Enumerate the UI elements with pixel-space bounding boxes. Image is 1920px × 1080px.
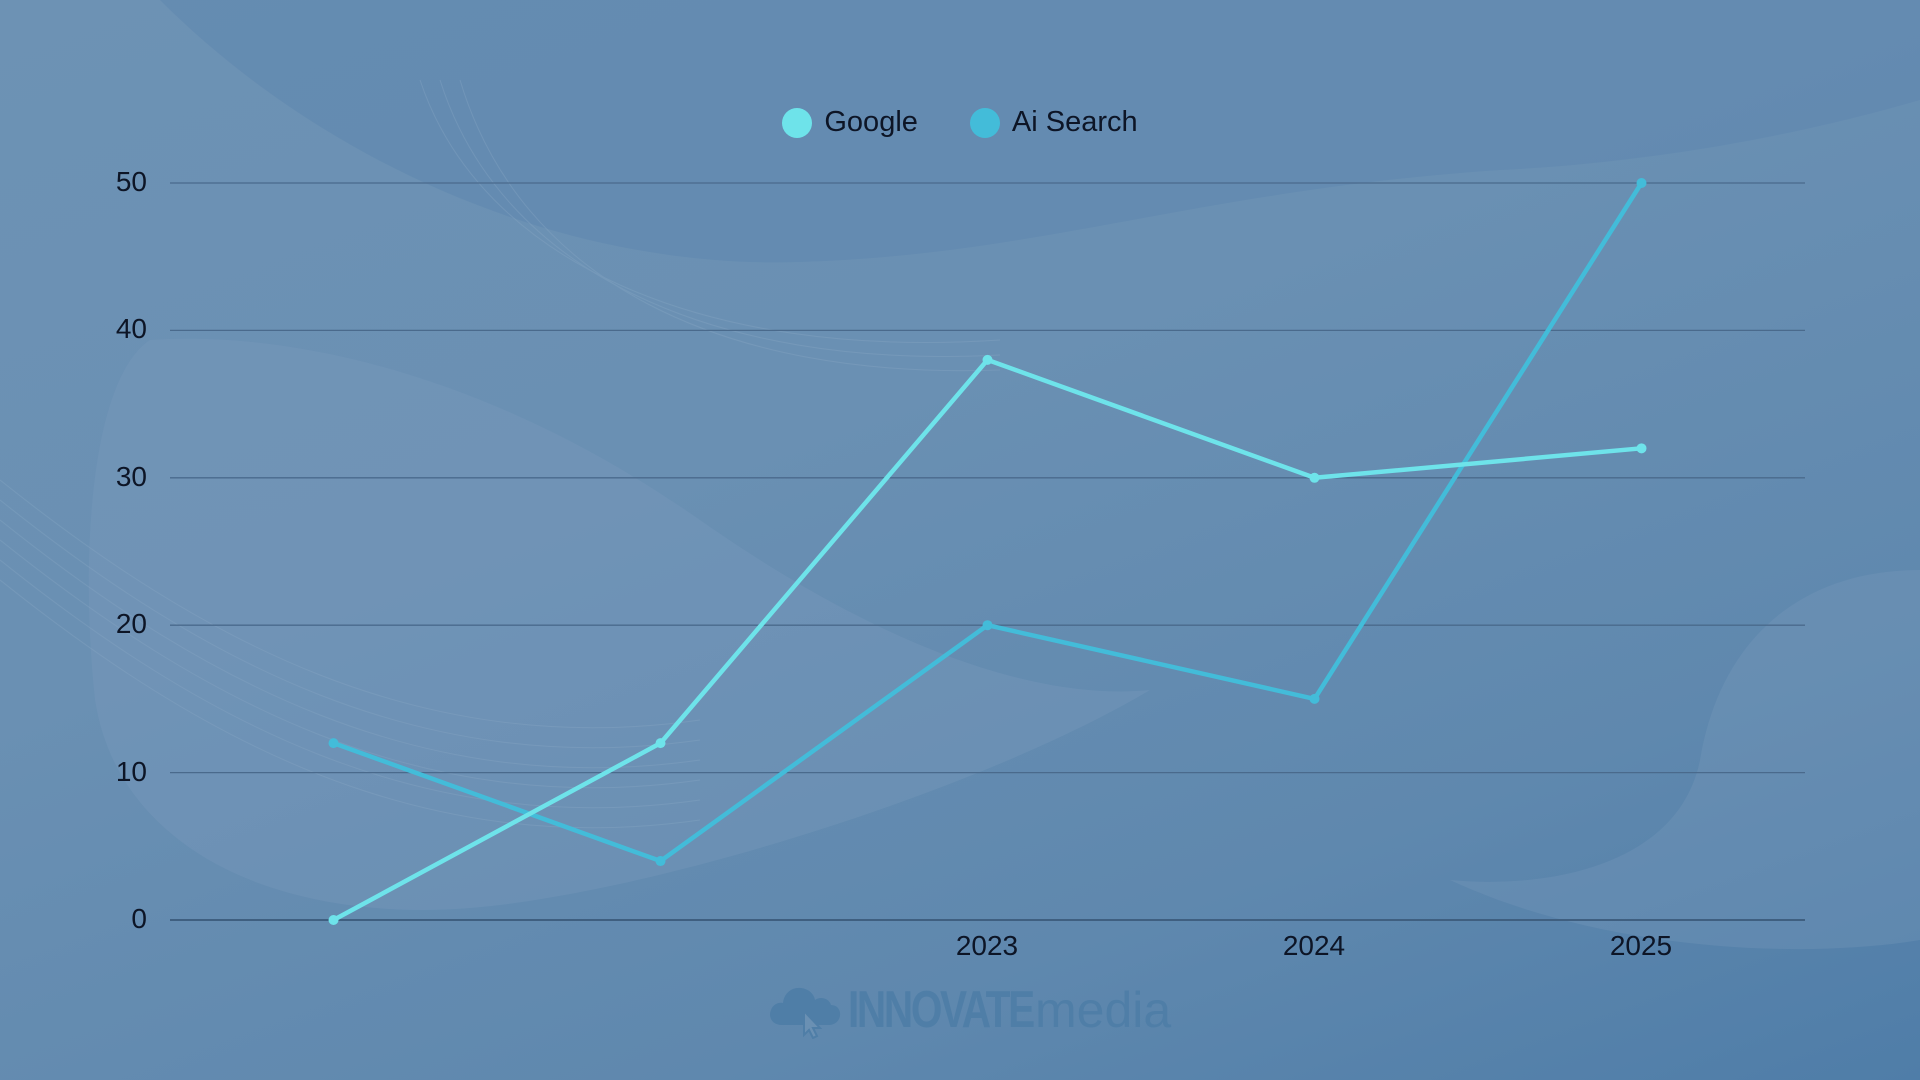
series-line-ai-search bbox=[332, 181, 1644, 864]
x-tick-label: 2025 bbox=[1609, 930, 1673, 961]
y-tick-label: 20 bbox=[115, 608, 147, 639]
data-point[interactable] bbox=[1309, 472, 1320, 483]
logo-text-bold: INNOVATE bbox=[848, 981, 1035, 1039]
data-point[interactable] bbox=[1636, 443, 1647, 454]
legend-swatch-ai-search-icon bbox=[969, 107, 1000, 138]
legend-label: Ai Search bbox=[1011, 106, 1138, 138]
data-point[interactable] bbox=[1309, 693, 1320, 704]
y-tick-label: 50 bbox=[115, 166, 147, 197]
x-tick-label: 2023 bbox=[955, 930, 1019, 961]
data-point[interactable] bbox=[982, 354, 993, 365]
cloud-cursor-icon bbox=[770, 987, 841, 1039]
gridlines bbox=[170, 182, 1805, 921]
y-tick-label: 30 bbox=[115, 461, 147, 492]
innovate-media-logo: INNOVATE media bbox=[768, 980, 1171, 1040]
legend-swatch-google-icon bbox=[782, 107, 813, 138]
data-point[interactable] bbox=[655, 856, 666, 867]
series-lines bbox=[328, 178, 1647, 925]
y-tick-label: 40 bbox=[115, 313, 147, 344]
data-point[interactable] bbox=[328, 915, 339, 925]
data-point[interactable] bbox=[982, 620, 993, 631]
data-point[interactable] bbox=[1636, 178, 1647, 188]
x-tick-label: 2024 bbox=[1282, 930, 1346, 961]
series-line-google bbox=[332, 357, 1642, 922]
y-tick-label: 10 bbox=[115, 756, 147, 787]
y-tick-label: 0 bbox=[131, 903, 147, 934]
logo-text-light: media bbox=[1035, 982, 1172, 1038]
legend-item-ai-search[interactable]: Ai Search bbox=[969, 106, 1138, 139]
data-point[interactable] bbox=[655, 738, 666, 749]
chart-legend: Google Ai Search bbox=[0, 106, 1920, 139]
legend-label: Google bbox=[824, 106, 918, 138]
legend-item-google[interactable]: Google bbox=[782, 106, 918, 139]
data-point[interactable] bbox=[328, 738, 339, 749]
